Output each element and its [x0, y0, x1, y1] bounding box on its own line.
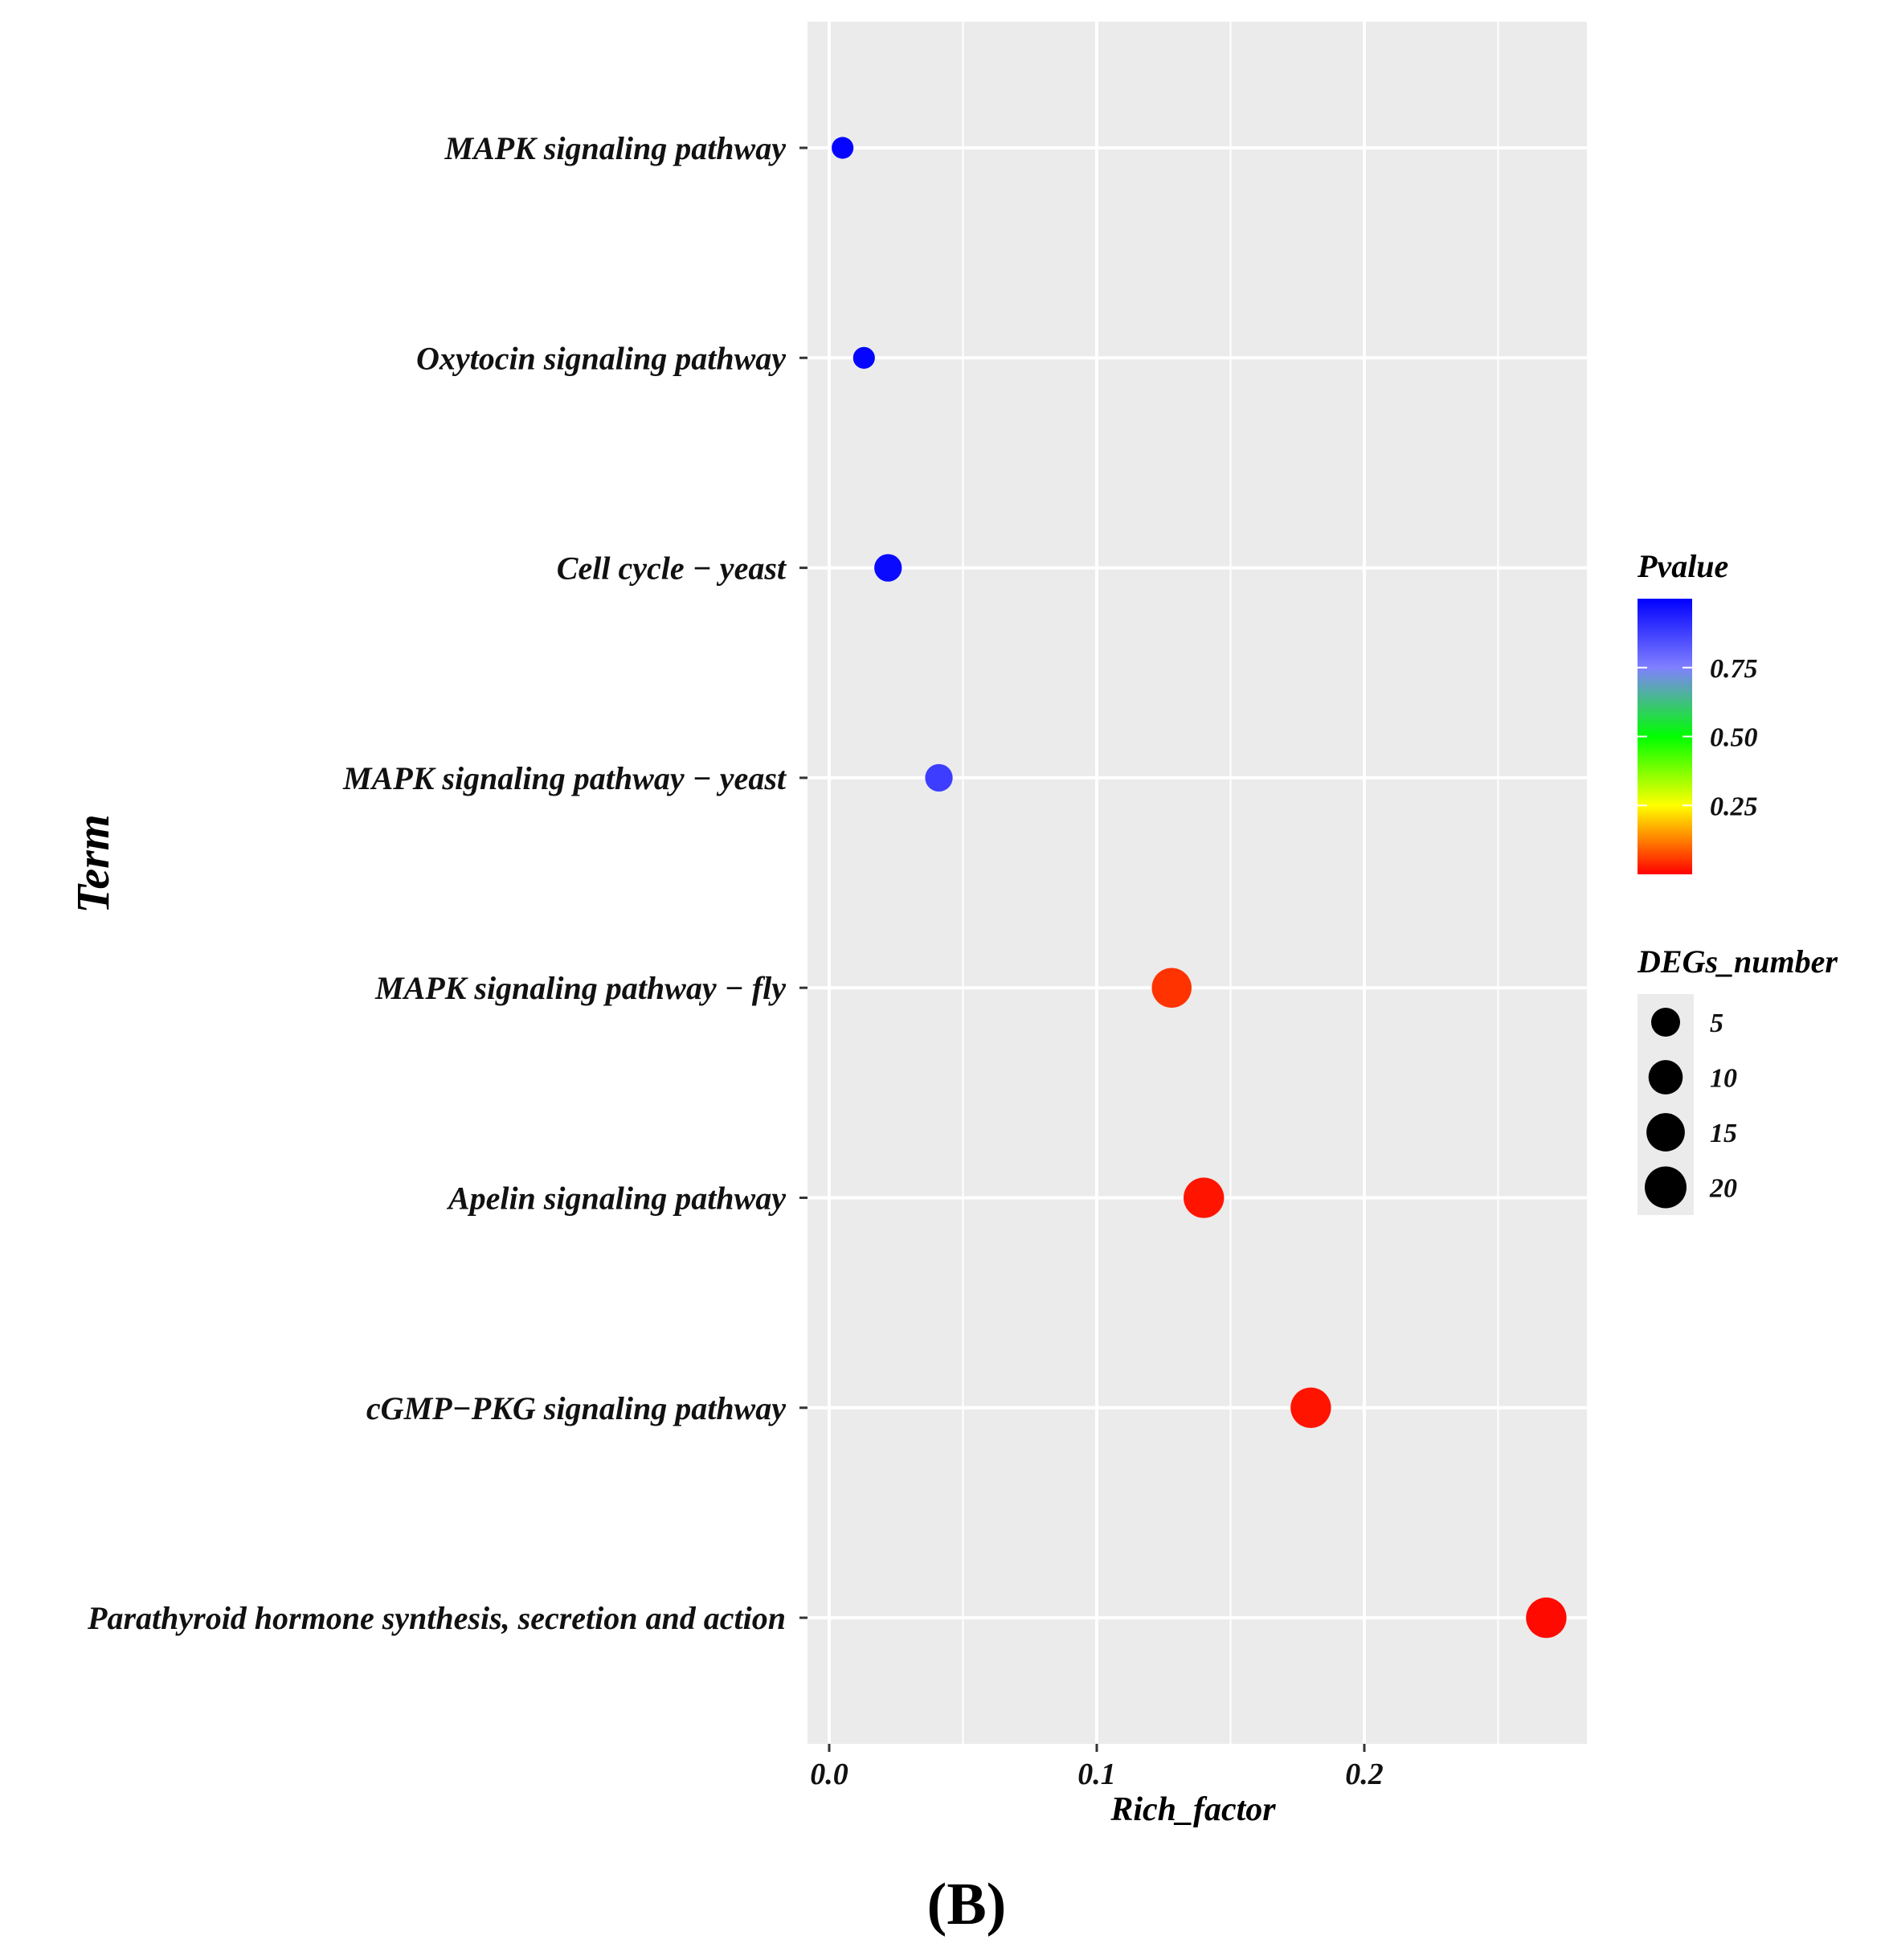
degs-size-legend: DEGs_number 5 10 15 20: [1637, 943, 1838, 1215]
term-label: Oxytocin signaling pathway: [416, 340, 786, 376]
x-axis-tick-labels: 0.0 0.1 0.2: [810, 1757, 1384, 1791]
pvalue-legend-title: Pvalue: [1637, 548, 1728, 584]
term-label: Cell cycle − yeast: [557, 550, 787, 587]
x-tick-label: 0.1: [1077, 1757, 1116, 1791]
degs-legend-circle: [1645, 1166, 1687, 1209]
pvalue-legend: Pvalue 0.75 0.50 0.25: [1637, 548, 1758, 874]
degs-legend-circle: [1648, 1060, 1683, 1095]
colorbar-tick-label: 0.75: [1710, 654, 1758, 684]
degs-legend-circle: [1646, 1113, 1685, 1152]
data-points: [832, 137, 1567, 1639]
x-tick-label: 0.2: [1345, 1757, 1384, 1791]
term-label: Parathyroid hormone synthesis, secretion…: [87, 1600, 786, 1636]
data-point: [874, 554, 902, 582]
pvalue-colorbar-ticks: 0.75 0.50 0.25: [1638, 654, 1758, 821]
degs-legend-items: 5 10 15 20: [1645, 1008, 1737, 1209]
data-point: [1151, 968, 1192, 1008]
term-label: MAPK signaling pathway − yeast: [342, 760, 787, 796]
colorbar-tick-label: 0.50: [1710, 723, 1758, 753]
degs-legend-title: DEGs_number: [1637, 943, 1838, 980]
degs-legend-label: 20: [1709, 1174, 1737, 1204]
colorbar-tick-label: 0.25: [1710, 792, 1758, 821]
degs-legend-label: 15: [1710, 1119, 1737, 1148]
y-axis-title: Term: [67, 814, 119, 914]
term-label: MAPK signaling pathway − fly: [374, 970, 786, 1006]
data-point: [1526, 1597, 1567, 1639]
degs-legend-label: 10: [1710, 1064, 1737, 1094]
data-point: [853, 346, 875, 369]
degs-legend-label: 5: [1710, 1009, 1723, 1038]
data-point: [1290, 1387, 1331, 1428]
plot-panel-background: [808, 22, 1587, 1744]
axis-ticks: [799, 146, 1366, 1752]
data-point: [1184, 1177, 1225, 1218]
x-tick-label: 0.0: [810, 1757, 848, 1791]
grid-layer: [808, 22, 1587, 1744]
term-label: cGMP−PKG signaling pathway: [366, 1390, 786, 1426]
y-axis-tick-labels: MAPK signaling pathway Oxytocin signaling…: [87, 130, 787, 1636]
panel-label: (B): [927, 1872, 1007, 1937]
x-axis-title: Rich_factor: [1110, 1791, 1276, 1828]
term-label: Apelin signaling pathway: [446, 1181, 786, 1217]
degs-legend-circle: [1651, 1008, 1680, 1037]
term-label: MAPK signaling pathway: [444, 130, 786, 166]
data-point: [925, 763, 953, 792]
data-point: [832, 137, 854, 159]
